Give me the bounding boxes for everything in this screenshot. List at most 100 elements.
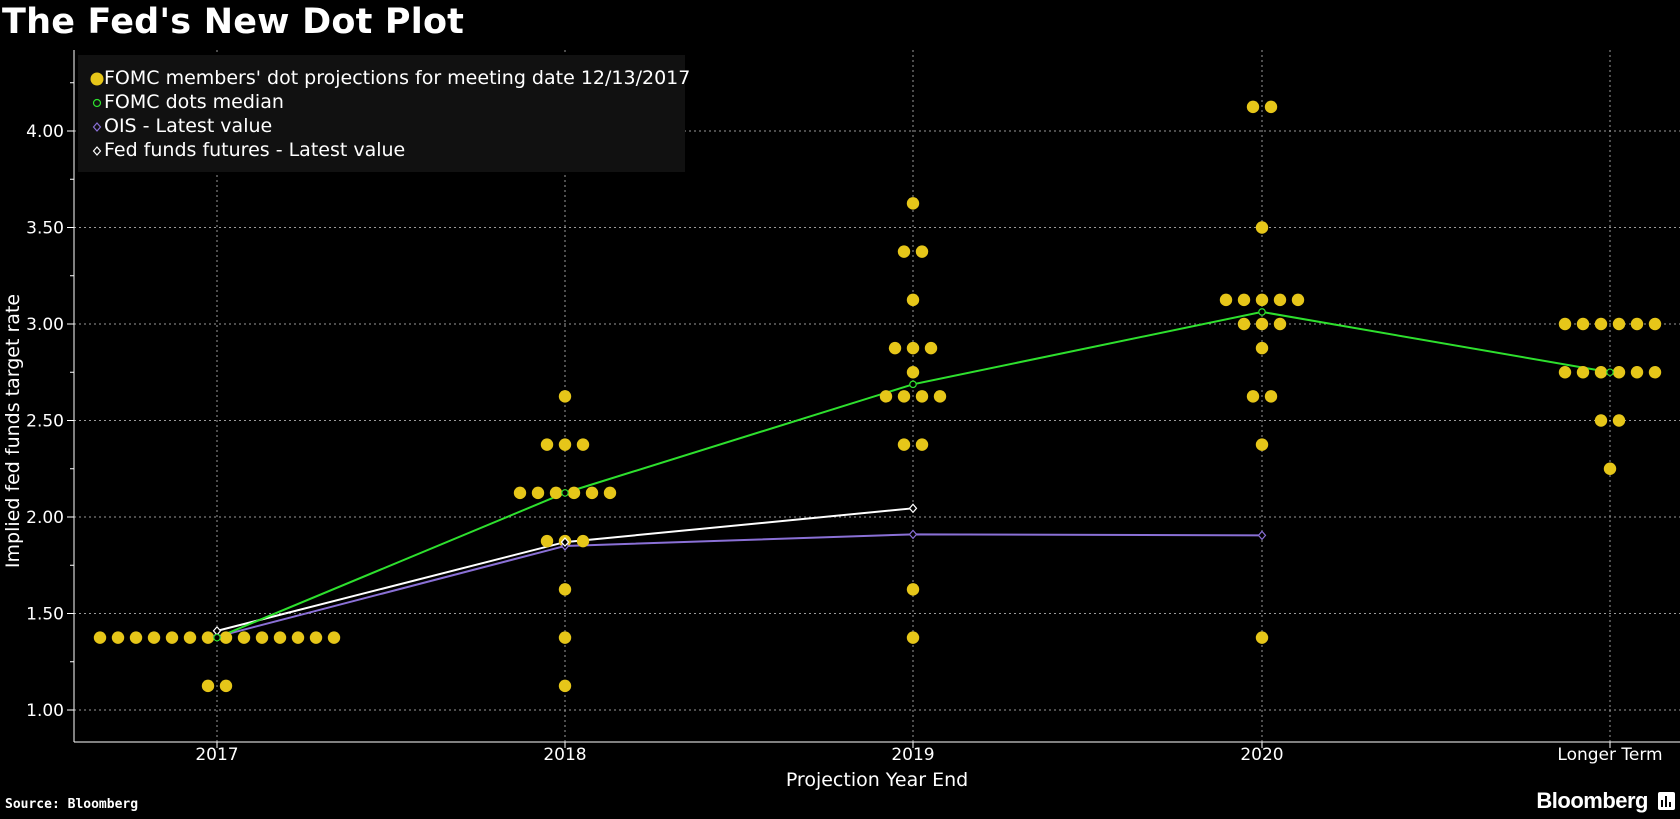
chart-title: The Fed's New Dot Plot bbox=[2, 2, 465, 42]
fomc-dot bbox=[1576, 317, 1590, 331]
fomc-dot bbox=[1255, 631, 1269, 644]
fomc-dot bbox=[897, 390, 911, 403]
y-tick-label: 3.00 bbox=[26, 315, 64, 335]
ois-point bbox=[908, 529, 918, 540]
series-markers bbox=[212, 308, 1614, 642]
fomc-dot bbox=[1576, 366, 1590, 379]
fomc-dot bbox=[327, 631, 341, 644]
x-tick-label: 2017 bbox=[195, 745, 238, 765]
fomc-dot bbox=[558, 438, 572, 451]
fomc-dot bbox=[237, 631, 251, 644]
fomc-dot bbox=[549, 486, 563, 500]
ois-line bbox=[216, 533, 1263, 638]
futures-point bbox=[560, 537, 570, 548]
fomc-dot bbox=[1612, 317, 1626, 331]
median-point bbox=[561, 489, 569, 497]
fomc-dot bbox=[576, 438, 590, 451]
fomc-dot bbox=[1612, 366, 1626, 379]
median-point bbox=[213, 633, 221, 642]
fomc-dot bbox=[1603, 462, 1617, 475]
legend-item-ois: OIS - Latest value bbox=[90, 115, 272, 137]
x-tick-label: Longer Term bbox=[1557, 745, 1662, 765]
fomc-dot bbox=[1255, 317, 1269, 331]
fomc-dot bbox=[915, 438, 929, 451]
fomc-dot bbox=[906, 366, 920, 379]
fomc-dot bbox=[1246, 100, 1260, 114]
fomc-dot bbox=[540, 534, 554, 548]
fomc-dot bbox=[1246, 390, 1260, 403]
fomc-dot bbox=[558, 679, 572, 693]
axes: 1.00 1.50 2.00 2.50 3.00 3.50 4.00 2017 2018 2019… bbox=[26, 50, 1680, 765]
fomc-dot bbox=[906, 197, 920, 210]
legend-item-dots: FOMC members' dot projections for meetin… bbox=[90, 67, 690, 89]
fomc-dot bbox=[1255, 438, 1269, 451]
fomc-dot bbox=[1255, 293, 1269, 307]
fomc-dot bbox=[540, 438, 554, 451]
fomc-dot bbox=[1291, 293, 1305, 307]
fomc-dot bbox=[585, 486, 599, 500]
fomc-dot bbox=[513, 486, 527, 500]
ois-point bbox=[1257, 530, 1267, 541]
fomc-dot bbox=[93, 631, 107, 644]
diamond-icon bbox=[92, 145, 102, 156]
y-tick-label: 2.00 bbox=[26, 508, 64, 528]
fomc-dot bbox=[576, 534, 590, 548]
median-point bbox=[1606, 368, 1614, 377]
futures-point bbox=[212, 625, 222, 636]
diamond-icon bbox=[92, 121, 102, 132]
fomc-dot bbox=[219, 631, 233, 644]
fomc-dot bbox=[1594, 366, 1608, 379]
source-note: Source: Bloomberg bbox=[5, 797, 139, 812]
y-tick-label: 2.50 bbox=[26, 412, 64, 432]
fomc-dot bbox=[1273, 317, 1287, 331]
fomc-dot bbox=[1264, 390, 1278, 403]
y-tick-label: 1.00 bbox=[26, 701, 64, 721]
fomc-dot bbox=[1255, 221, 1269, 234]
fomc-dot bbox=[309, 631, 323, 644]
circle-icon bbox=[92, 98, 102, 107]
fomc-dot bbox=[1594, 317, 1608, 331]
y-tick-label: 1.50 bbox=[26, 605, 64, 625]
fomc-dot bbox=[531, 486, 545, 500]
fomc-dot bbox=[1630, 366, 1644, 379]
fomc-dot bbox=[165, 631, 179, 644]
fomc-dots bbox=[93, 100, 1662, 693]
median-point bbox=[909, 380, 917, 389]
legend-item-median: FOMC dots median bbox=[90, 91, 284, 113]
fomc-dot bbox=[558, 583, 572, 596]
fomc-dot bbox=[906, 293, 920, 307]
fomc-dot bbox=[273, 631, 287, 644]
fomc-dot bbox=[255, 631, 269, 644]
fomc-dot bbox=[219, 679, 233, 693]
fomc-dot bbox=[924, 341, 938, 355]
fomc-dot bbox=[1612, 414, 1626, 427]
fomc-dot bbox=[1630, 317, 1644, 331]
futures-point bbox=[908, 503, 918, 514]
bloomberg-chart-icon bbox=[1658, 792, 1675, 810]
fomc-dot bbox=[1255, 341, 1269, 355]
fomc-dot bbox=[111, 631, 125, 644]
fomc-dot bbox=[183, 631, 197, 644]
y-tick-label: 4.00 bbox=[26, 122, 64, 142]
dot-icon bbox=[90, 72, 104, 85]
fomc-dot bbox=[558, 390, 572, 403]
fomc-dot bbox=[1558, 366, 1572, 379]
fomc-dot bbox=[906, 341, 920, 355]
fomc-dot bbox=[1264, 100, 1278, 114]
x-tick-label: 2018 bbox=[543, 745, 586, 765]
fomc-dot bbox=[201, 679, 215, 693]
fomc-dot bbox=[1219, 293, 1233, 307]
fomc-dot bbox=[558, 631, 572, 644]
fomc-dot bbox=[906, 583, 920, 596]
fomc-dot bbox=[147, 631, 161, 644]
chart-legend: FOMC members' dot projections for meetin… bbox=[78, 55, 690, 172]
fomc-dot bbox=[291, 631, 305, 644]
fomc-dot bbox=[879, 390, 893, 403]
bloomberg-logo: Bloomberg bbox=[1536, 788, 1648, 813]
y-tick-label: 3.50 bbox=[26, 219, 64, 239]
fomc-dot bbox=[567, 486, 581, 500]
median-point bbox=[1258, 308, 1266, 316]
fomc-dot bbox=[915, 390, 929, 403]
fomc-dot bbox=[1648, 317, 1662, 331]
